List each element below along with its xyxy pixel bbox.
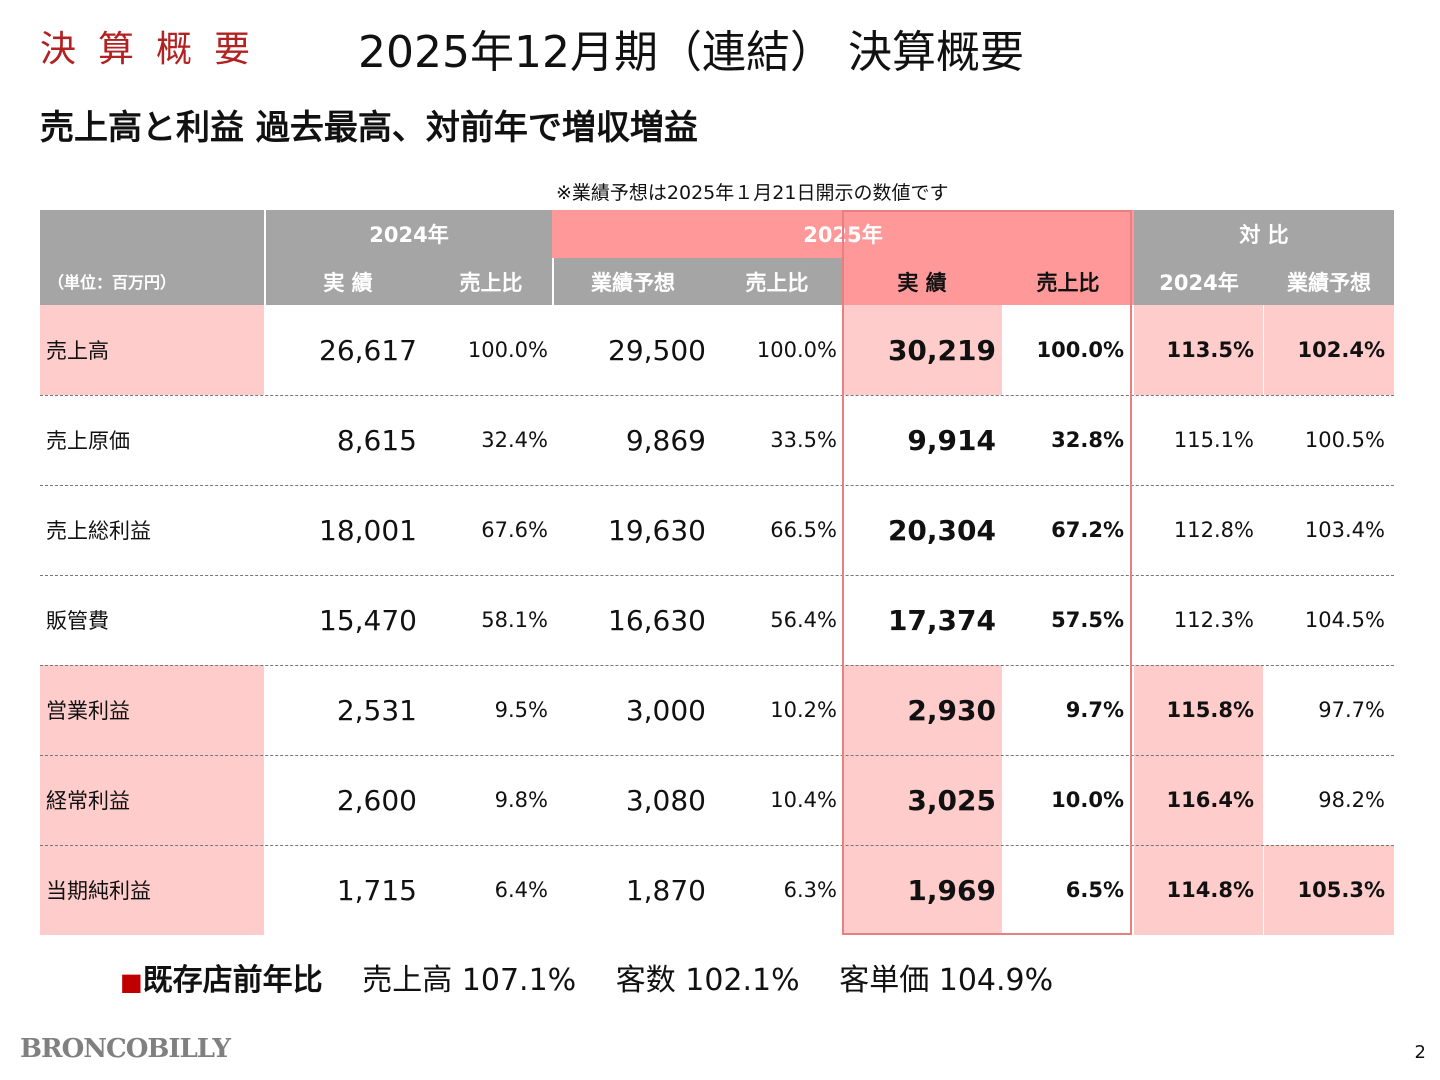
- cell-r2025: 57.5%: [1051, 608, 1124, 632]
- cell-a2024: 1,715: [336, 873, 417, 907]
- row-label: 経常利益: [40, 755, 264, 845]
- row-label: 売上総利益: [46, 519, 151, 543]
- row-label: 当期純利益: [40, 845, 264, 935]
- cell-v2024: 112.3%: [1173, 608, 1254, 632]
- row-divider: [40, 485, 1394, 486]
- cell-v2024: 115.1%: [1173, 428, 1254, 452]
- cell-rfc: 100.0%: [756, 338, 837, 362]
- subheader-vs-forecast: 業績予想: [1264, 258, 1394, 305]
- cell-vfc: 97.7%: [1318, 698, 1385, 722]
- group-compare: 対 比: [1134, 210, 1394, 258]
- summary-heading: 既存店前年比: [142, 963, 323, 998]
- subheader-ratio-2024: 売上比: [430, 258, 552, 305]
- cell-r2024: 58.1%: [481, 608, 548, 632]
- cell-a2024: 18,001: [319, 513, 417, 547]
- cell-v2024: 113.5%: [1134, 305, 1263, 395]
- unit-label: （単位：百万円）: [40, 210, 264, 305]
- subheader-actual-2024: 実 績: [266, 258, 430, 305]
- cell-rfc: 10.4%: [770, 788, 837, 812]
- cell-v2024: 115.8%: [1134, 665, 1263, 755]
- cell-r2024: 100.0%: [467, 338, 548, 362]
- cell-vfc: 104.5%: [1304, 608, 1385, 632]
- brand-logo: BRONCOBILLY: [20, 1034, 231, 1064]
- cell-r2025: 6.5%: [1065, 878, 1124, 902]
- cell-fc: 1,870: [625, 873, 706, 907]
- cell-rfc: 10.2%: [770, 698, 837, 722]
- cell-rfc: 33.5%: [770, 428, 837, 452]
- cell-v2024: 116.4%: [1134, 755, 1263, 845]
- summary-unit-price: 客単価 104.9%: [839, 963, 1054, 998]
- cell-a2024: 2,531: [336, 693, 417, 727]
- cell-fc: 19,630: [608, 513, 706, 547]
- cell-rfc: 66.5%: [770, 518, 837, 542]
- cell-fc: 3,080: [625, 783, 706, 817]
- cell-r2025: 100.0%: [1036, 338, 1124, 362]
- cell-r2024: 9.8%: [494, 788, 548, 812]
- cell-rfc: 56.4%: [770, 608, 837, 632]
- cell-a2024: 26,617: [319, 333, 417, 367]
- cell-r2024: 67.6%: [481, 518, 548, 542]
- cell-r2025: 67.2%: [1051, 518, 1124, 542]
- cell-v2024: 114.8%: [1134, 845, 1263, 935]
- cell-vfc: 102.4%: [1264, 305, 1394, 395]
- cell-a2025: 1,969: [842, 845, 1002, 935]
- cell-a2025: 2,930: [842, 665, 1002, 755]
- cell-vfc: 105.3%: [1264, 845, 1394, 935]
- cell-r2025: 32.8%: [1051, 428, 1124, 452]
- existing-store-summary: ■既存店前年比 売上高 107.1% 客数 102.1% 客単価 104.9%: [120, 955, 1053, 999]
- group-2024: 2024年: [266, 210, 552, 258]
- row-label: 販管費: [46, 609, 109, 633]
- cell-a2024: 15,470: [319, 603, 417, 637]
- cell-a2025: 17,374: [887, 603, 996, 637]
- cell-a2025: 30,219: [842, 305, 1002, 395]
- page-subtitle: 売上高と利益 過去最高、対前年で増収増益: [40, 108, 698, 148]
- subheader-vs-2024: 2024年: [1134, 258, 1264, 305]
- cell-r2025: 9.7%: [1065, 698, 1124, 722]
- cell-a2024: 8,615: [336, 423, 417, 457]
- cell-r2024: 6.4%: [494, 878, 548, 902]
- row-label: 売上高: [40, 305, 264, 395]
- cell-r2024: 32.4%: [481, 428, 548, 452]
- row-divider: [40, 575, 1394, 576]
- cell-a2025: 9,914: [907, 423, 996, 457]
- cell-r2025: 10.0%: [1051, 788, 1124, 812]
- page-number: 2: [1414, 1042, 1426, 1063]
- cell-r2024: 9.5%: [494, 698, 548, 722]
- row-divider: [40, 755, 1394, 756]
- cell-fc: 16,630: [608, 603, 706, 637]
- cell-a2025: 3,025: [842, 755, 1002, 845]
- cell-fc: 29,500: [608, 333, 706, 367]
- forecast-note: ※業績予想は2025年１月21日開示の数値です: [556, 182, 949, 204]
- section-label: 決算概要: [40, 29, 273, 70]
- bullet-square-icon: ■: [120, 968, 143, 996]
- row-label: 売上原価: [46, 429, 130, 453]
- cell-rfc: 6.3%: [783, 878, 837, 902]
- cell-a2025: 20,304: [887, 513, 996, 547]
- cell-fc: 3,000: [625, 693, 706, 727]
- subheader-actual-2025: 実 績: [842, 258, 1002, 305]
- row-divider: [40, 845, 1394, 846]
- row-divider: [40, 395, 1394, 396]
- cell-vfc: 100.5%: [1304, 428, 1385, 452]
- cell-v2024: 112.8%: [1173, 518, 1254, 542]
- cell-vfc: 103.4%: [1304, 518, 1385, 542]
- cell-vfc: 98.2%: [1318, 788, 1385, 812]
- cell-a2024: 2,600: [336, 783, 417, 817]
- row-divider: [40, 665, 1394, 666]
- summary-customers: 客数 102.1%: [615, 963, 800, 998]
- group-2025: 2025年: [552, 210, 1134, 258]
- subheader-forecast: 業績予想: [554, 258, 712, 305]
- subheader-ratio-forecast: 売上比: [712, 258, 842, 305]
- summary-sales: 売上高 107.1%: [362, 963, 577, 998]
- subheader-ratio-2025: 売上比: [1002, 258, 1134, 305]
- row-label: 営業利益: [40, 665, 264, 755]
- page-title: 2025年12月期（連結） 決算概要: [358, 27, 1024, 78]
- cell-fc: 9,869: [625, 423, 706, 457]
